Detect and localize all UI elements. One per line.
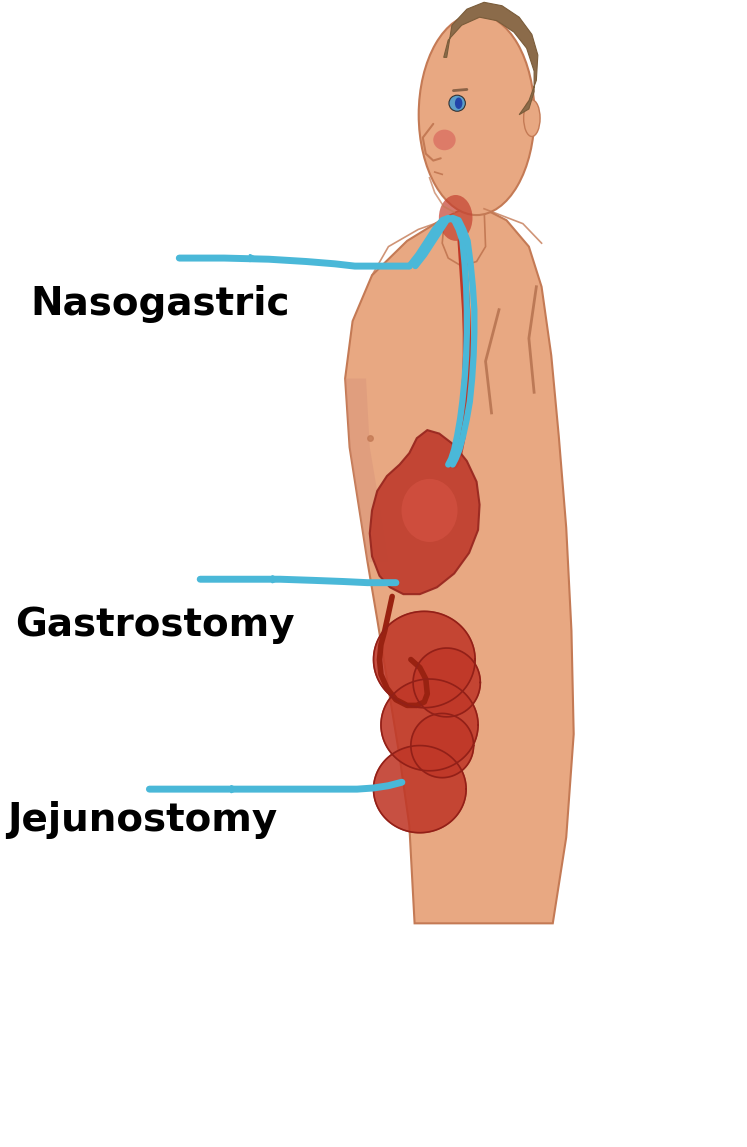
Polygon shape (411, 713, 474, 778)
Ellipse shape (402, 479, 457, 541)
Polygon shape (370, 430, 480, 594)
Polygon shape (442, 206, 486, 266)
Ellipse shape (524, 100, 540, 136)
Polygon shape (444, 2, 538, 115)
Polygon shape (345, 379, 388, 562)
Polygon shape (345, 209, 574, 923)
Ellipse shape (449, 95, 465, 111)
Ellipse shape (439, 195, 472, 241)
Ellipse shape (418, 15, 535, 216)
Polygon shape (381, 679, 478, 771)
Polygon shape (374, 746, 466, 833)
Text: Jejunostomy: Jejunostomy (7, 801, 278, 840)
Ellipse shape (433, 130, 456, 150)
Ellipse shape (455, 97, 462, 109)
Polygon shape (374, 611, 475, 708)
Text: Gastrostomy: Gastrostomy (15, 606, 294, 645)
Polygon shape (413, 648, 480, 717)
Text: Nasogastric: Nasogastric (30, 284, 289, 323)
